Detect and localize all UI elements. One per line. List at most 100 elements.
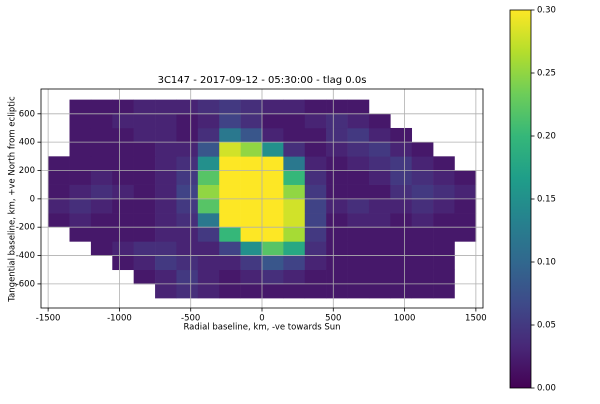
heatmap-cell — [304, 113, 327, 129]
heatmap-cell — [368, 198, 391, 214]
heatmap-cell — [155, 198, 177, 214]
heatmap-cell — [390, 283, 413, 299]
heatmap-cell — [411, 283, 434, 299]
heatmap-cell — [69, 156, 92, 171]
heatmap-cell — [197, 127, 220, 143]
heatmap-cell — [176, 127, 199, 143]
heatmap-cell — [197, 283, 220, 299]
heatmap-cell — [219, 198, 241, 214]
colorbar-tick-label: 0.30 — [537, 6, 556, 16]
heatmap-cell — [347, 113, 370, 129]
heatmap-cell — [283, 255, 306, 271]
heatmap-cell — [347, 255, 370, 271]
heatmap-cell — [48, 184, 70, 200]
heatmap-cell — [133, 255, 156, 271]
y-tick-label: 600 — [19, 109, 35, 119]
heatmap-cell — [368, 269, 391, 285]
y-tick-label: -400 — [16, 251, 35, 261]
heatmap-cell — [90, 99, 113, 115]
heatmap-cell — [155, 142, 177, 157]
heatmap-cell — [454, 213, 477, 228]
heatmap-cell — [219, 142, 241, 157]
heatmap-cell — [411, 213, 434, 228]
y-tick-label: 200 — [19, 166, 35, 176]
overlay: -1500 -1000 -500 0 500 1000 1500 -600 -400 -200 0 2… — [16, 88, 487, 324]
heatmap-cell — [454, 198, 477, 214]
heatmap-cell — [240, 241, 263, 256]
heatmap-cell — [304, 156, 327, 171]
heatmap-cell — [347, 283, 370, 299]
heatmap-cell — [304, 142, 327, 157]
heatmap-cell — [219, 227, 241, 242]
heatmap-cell — [219, 184, 241, 200]
x-tick-label: -1500 — [36, 314, 61, 324]
heatmap-cell — [197, 113, 220, 129]
heatmap-cell — [326, 198, 348, 214]
heatmap-cell — [197, 227, 220, 242]
heatmap-cell — [368, 241, 391, 256]
heatmap-cell — [176, 156, 199, 171]
heatmap-cell — [155, 241, 177, 256]
heatmap-cell — [155, 113, 177, 129]
heatmap-cell — [133, 269, 156, 285]
heatmap-cell — [433, 269, 455, 285]
heatmap-cell — [433, 283, 455, 299]
heatmap-cell — [262, 142, 284, 157]
heatmap-cell — [390, 184, 413, 200]
heatmap-cell — [69, 213, 92, 228]
heatmap-cell — [90, 142, 113, 157]
heatmap-cell — [347, 99, 370, 115]
chart-title: 3C147 - 2017-09-12 - 05:30:00 - tlag 0.0… — [158, 75, 367, 86]
heatmap-cell — [155, 127, 177, 143]
heatmap-cell — [112, 99, 134, 115]
heatmap-cell — [240, 184, 263, 200]
heatmap-cell — [304, 227, 327, 242]
heatmap-cell — [112, 142, 134, 157]
heatmap-cell — [48, 198, 70, 214]
heatmap-cell — [262, 184, 284, 200]
heatmap-cell — [326, 283, 348, 299]
heatmap-cell — [304, 269, 327, 285]
heatmap-cell — [283, 99, 306, 115]
heatmap-cell — [155, 227, 177, 242]
heatmap-cell — [411, 227, 434, 242]
heatmap-cell — [197, 198, 220, 214]
heatmap — [48, 99, 477, 299]
heatmap-cell — [90, 184, 113, 200]
heatmap-cell — [262, 269, 284, 285]
heatmap-cell — [262, 127, 284, 143]
heatmap-cell — [262, 99, 284, 115]
heatmap-cell — [390, 227, 413, 242]
heatmap-cell — [304, 184, 327, 200]
heatmap-cell — [283, 184, 306, 200]
heatmap-cell — [240, 213, 263, 228]
heatmap-cell — [368, 184, 391, 200]
heatmap-cell — [155, 213, 177, 228]
heatmap-cell — [454, 184, 477, 200]
heatmap-cell — [133, 99, 156, 115]
heatmap-cell — [90, 213, 113, 228]
heatmap-cell — [219, 283, 241, 299]
heatmap-cell — [176, 184, 199, 200]
heatmap-cell — [390, 156, 413, 171]
heatmap-cell — [176, 213, 199, 228]
heatmap-cell — [368, 170, 391, 185]
y-tick-label: 400 — [19, 138, 35, 148]
heatmap-cell — [411, 156, 434, 171]
heatmap-cell — [411, 170, 434, 185]
y-tick-label: 0 — [30, 194, 35, 204]
heatmap-cell — [368, 255, 391, 271]
heatmap-cell — [90, 113, 113, 129]
heatmap-cell — [197, 241, 220, 256]
heatmap-cell — [155, 283, 177, 299]
heatmap-cell — [262, 156, 284, 171]
heatmap-cell — [219, 170, 241, 185]
heatmap-cell — [304, 241, 327, 256]
heatmap-cell — [176, 113, 199, 129]
x-axis-label: Radial baseline, km, -ve towards Sun — [183, 323, 340, 333]
heatmap-cell — [240, 170, 263, 185]
heatmap-cell — [262, 198, 284, 214]
heatmap-cell — [176, 227, 199, 242]
colorbar-tick-label: 0.15 — [537, 195, 556, 205]
